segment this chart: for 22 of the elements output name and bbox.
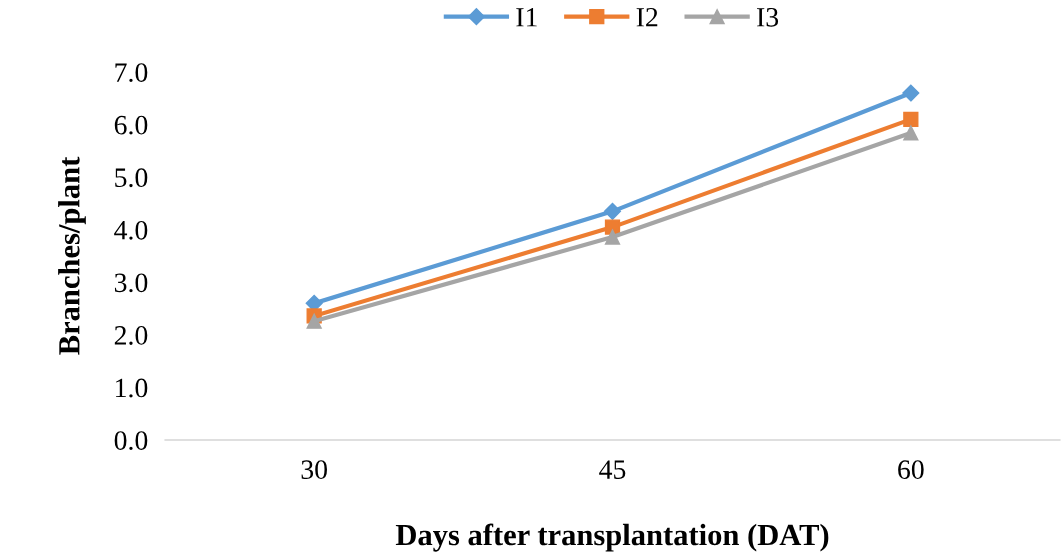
legend-label: I2 (636, 7, 658, 27)
x-axis-title: Days after transplantation (DAT) (395, 523, 829, 552)
y-tick-label: 0.0 (114, 431, 148, 451)
y-tick-label: 6.0 (114, 115, 148, 135)
y-axis-title: Branches/plant (58, 156, 86, 355)
point (903, 111, 919, 127)
y-tick-label: 1.0 (116, 378, 148, 398)
y-tick-label: 7.0 (115, 63, 148, 83)
legend-label: I3 (757, 7, 779, 27)
point (603, 202, 622, 220)
x-tick-label: 45 (599, 460, 626, 479)
x-tick-label: 60 (898, 460, 924, 479)
point (306, 313, 322, 329)
x-tick-label: 30 (301, 460, 327, 479)
y-tick-label: 4.0 (114, 220, 148, 240)
point (604, 229, 621, 245)
y-tick-label: 5.0 (115, 168, 148, 188)
point (903, 125, 919, 141)
point (902, 84, 920, 102)
y-tick-label: 2.0 (114, 326, 148, 345)
legend-label: I1 (516, 8, 537, 27)
y-tick-label: 3.0 (114, 273, 148, 293)
